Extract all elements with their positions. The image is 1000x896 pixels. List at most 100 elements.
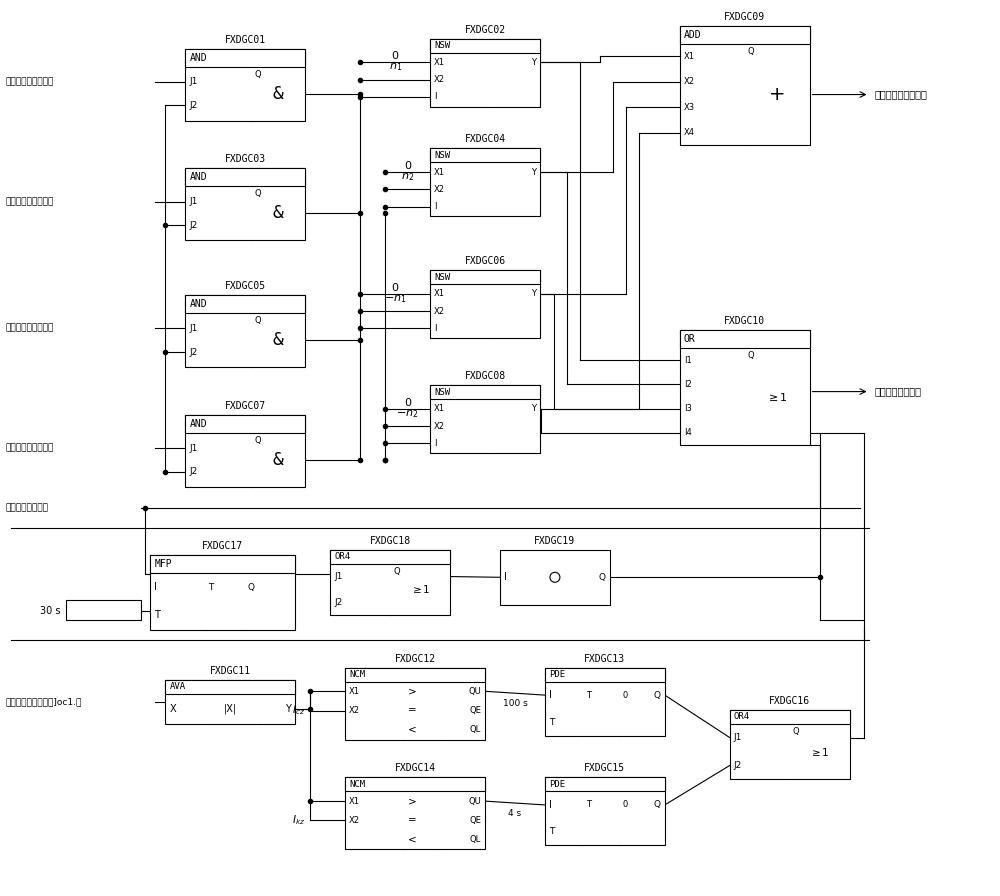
Text: AND: AND	[189, 419, 207, 429]
Text: Q: Q	[654, 800, 661, 809]
Bar	[185, 415, 305, 487]
Bar	[680, 26, 810, 44]
Text: X2: X2	[684, 77, 695, 86]
Text: I1: I1	[684, 356, 691, 365]
Bar	[430, 271, 540, 338]
Text: OR4: OR4	[334, 552, 350, 561]
Bar	[66, 599, 140, 620]
Text: Y: Y	[531, 404, 536, 413]
Text: Q: Q	[748, 47, 754, 56]
Text: X4: X4	[684, 128, 695, 137]
Bar	[185, 168, 305, 186]
Text: FXDGC17: FXDGC17	[202, 541, 243, 551]
Text: Q: Q	[793, 727, 799, 736]
Text: 30 s: 30 s	[40, 606, 61, 616]
Text: I4: I4	[684, 428, 691, 437]
Bar	[545, 668, 665, 682]
Text: Q: Q	[748, 351, 754, 360]
Bar	[345, 668, 485, 739]
Text: Q: Q	[599, 573, 606, 582]
Text: X1: X1	[434, 168, 445, 177]
Text: J1: J1	[189, 77, 198, 86]
Text: AVA: AVA	[169, 682, 186, 691]
Text: QL: QL	[470, 835, 481, 844]
Text: Q: Q	[248, 582, 255, 591]
Text: X1: X1	[434, 58, 445, 67]
Text: NCM: NCM	[349, 670, 365, 679]
Text: 悬臂吊快速上升指令: 悬臂吊快速上升指令	[6, 77, 54, 86]
Text: FXDGC02: FXDGC02	[464, 25, 506, 35]
Text: Q: Q	[393, 567, 400, 576]
Text: 悬臂吊慢速上升指令: 悬臂吊慢速上升指令	[6, 197, 54, 206]
Text: FXDGC19: FXDGC19	[534, 536, 575, 546]
Text: PDE: PDE	[549, 670, 565, 679]
Text: $I_{kz}$: $I_{kz}$	[292, 814, 305, 827]
Text: I: I	[504, 573, 507, 582]
Text: J1: J1	[189, 197, 198, 206]
Bar	[500, 550, 610, 605]
Text: FXDGC03: FXDGC03	[225, 154, 266, 165]
Text: 0: 0	[392, 283, 399, 293]
Text: J2: J2	[189, 101, 198, 110]
Text: AND: AND	[189, 53, 207, 63]
Bar	[330, 550, 450, 564]
Text: FXDGC07: FXDGC07	[225, 401, 266, 411]
Text: PDE: PDE	[549, 780, 565, 789]
Bar	[165, 680, 295, 694]
Text: +: +	[769, 85, 785, 104]
Text: I: I	[434, 324, 437, 333]
Text: I: I	[434, 202, 437, 211]
Text: J2: J2	[189, 348, 198, 357]
Text: ADD: ADD	[684, 30, 701, 39]
Bar	[185, 168, 305, 240]
Text: 变频传动装置故障: 变频传动装置故障	[6, 504, 49, 513]
Text: &: &	[272, 84, 283, 102]
Text: J2: J2	[334, 598, 342, 607]
Bar	[185, 48, 305, 120]
Bar	[430, 149, 540, 162]
Text: X2: X2	[434, 75, 445, 84]
Bar	[680, 26, 810, 145]
Text: $-n_2$: $-n_2$	[396, 408, 419, 419]
Text: OR4: OR4	[734, 712, 750, 721]
Text: Q: Q	[254, 316, 261, 325]
Text: FXDGC11: FXDGC11	[210, 666, 251, 676]
Text: $I_{cz}$: $I_{cz}$	[292, 703, 305, 718]
Text: 变频电机实际电流（]oc1.）: 变频电机实际电流（]oc1.）	[6, 697, 82, 706]
Text: J1: J1	[334, 572, 343, 581]
Text: FXDGC12: FXDGC12	[395, 654, 436, 664]
Text: $\geq$1: $\geq$1	[809, 745, 830, 757]
Text: <: <	[408, 835, 417, 845]
Text: =: =	[408, 815, 417, 825]
Text: QE: QE	[469, 816, 481, 825]
Text: |X|: |X|	[224, 703, 237, 714]
Bar	[545, 778, 665, 791]
Text: FXDGC08: FXDGC08	[464, 371, 506, 381]
Bar	[545, 668, 665, 736]
Text: T: T	[209, 582, 214, 591]
Text: Y: Y	[531, 168, 536, 177]
Bar	[430, 39, 540, 53]
Text: FXDGC04: FXDGC04	[464, 134, 506, 144]
Text: NSW: NSW	[434, 272, 450, 281]
Text: X1: X1	[349, 797, 360, 806]
Text: <: <	[408, 725, 417, 735]
Bar	[730, 710, 850, 724]
Text: FXDGC06: FXDGC06	[464, 256, 506, 266]
Bar	[185, 296, 305, 367]
Text: I3: I3	[684, 404, 692, 413]
Text: T: T	[549, 718, 554, 727]
Text: FXDGC01: FXDGC01	[225, 35, 266, 45]
Bar	[330, 550, 450, 615]
Text: >: >	[408, 797, 417, 806]
Text: Q: Q	[254, 436, 261, 445]
Text: X3: X3	[684, 103, 695, 112]
Text: J2: J2	[734, 761, 742, 770]
Text: >: >	[408, 686, 417, 696]
Text: T: T	[154, 610, 160, 621]
Text: 100 s: 100 s	[503, 699, 527, 708]
Text: NSW: NSW	[434, 151, 450, 160]
Text: $\geq$1: $\geq$1	[766, 391, 788, 402]
Text: &: &	[272, 451, 283, 469]
Text: Q: Q	[654, 691, 661, 700]
